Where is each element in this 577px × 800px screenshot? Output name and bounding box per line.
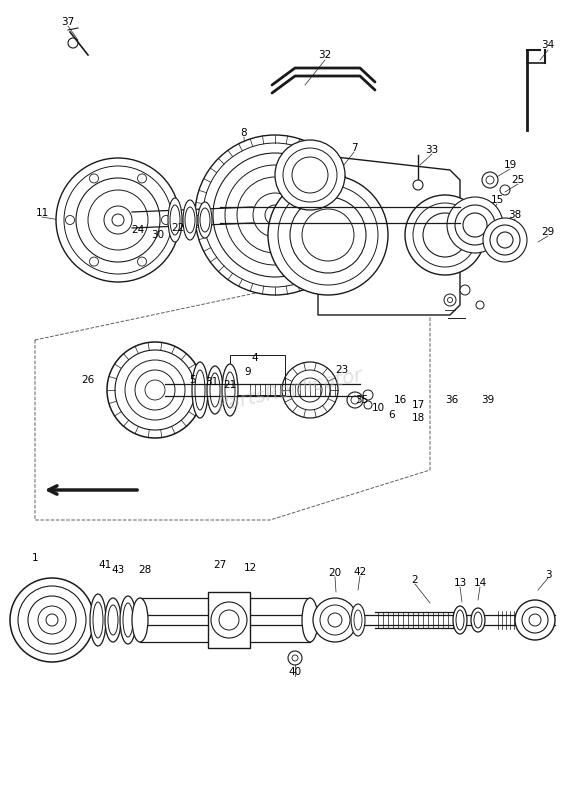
Text: 20: 20 [328, 568, 342, 578]
Text: 40: 40 [288, 667, 302, 677]
Circle shape [313, 598, 357, 642]
Text: 7: 7 [351, 143, 357, 153]
Circle shape [107, 342, 203, 438]
Circle shape [282, 362, 338, 418]
Text: 14: 14 [473, 578, 486, 588]
Text: 21: 21 [223, 380, 237, 390]
Text: 26: 26 [81, 375, 95, 385]
Circle shape [476, 301, 484, 309]
Bar [230, 355, 285, 395]
Text: 33: 33 [425, 145, 439, 155]
Ellipse shape [351, 604, 365, 636]
Circle shape [275, 140, 345, 210]
Text: 22: 22 [171, 223, 185, 233]
Ellipse shape [192, 362, 208, 418]
Text: 30: 30 [151, 230, 164, 240]
Ellipse shape [198, 202, 212, 238]
Text: 27: 27 [213, 560, 227, 570]
Text: 41: 41 [98, 560, 111, 570]
Text: 5: 5 [189, 375, 195, 385]
Text: 37: 37 [61, 17, 74, 27]
Circle shape [447, 197, 503, 253]
Text: 19: 19 [503, 160, 516, 170]
Circle shape [364, 401, 372, 409]
Text: 12: 12 [243, 563, 257, 573]
Text: 6: 6 [389, 410, 395, 420]
Text: 3: 3 [545, 570, 551, 580]
Text: 15: 15 [490, 195, 504, 205]
Text: 42: 42 [353, 567, 366, 577]
Text: 10: 10 [372, 403, 384, 413]
Circle shape [56, 158, 180, 282]
Circle shape [444, 294, 456, 306]
Circle shape [10, 578, 94, 662]
Circle shape [483, 218, 527, 262]
Ellipse shape [302, 598, 318, 642]
Ellipse shape [207, 366, 223, 414]
Text: 29: 29 [541, 227, 554, 237]
Text: 13: 13 [454, 578, 467, 588]
Circle shape [413, 180, 423, 190]
Ellipse shape [168, 198, 182, 242]
Ellipse shape [453, 606, 467, 634]
Text: PartsReplicator: PartsReplicator [215, 366, 365, 414]
Text: 23: 23 [335, 365, 349, 375]
Text: 16: 16 [394, 395, 407, 405]
Text: 8: 8 [241, 128, 248, 138]
Circle shape [288, 651, 302, 665]
Text: 11: 11 [35, 208, 48, 218]
Text: 2: 2 [411, 575, 418, 585]
Text: 36: 36 [445, 395, 459, 405]
Circle shape [497, 232, 513, 248]
Ellipse shape [132, 598, 148, 642]
Circle shape [463, 213, 487, 237]
Ellipse shape [105, 598, 121, 642]
Ellipse shape [90, 594, 106, 646]
Text: 25: 25 [511, 175, 524, 185]
Text: 43: 43 [111, 565, 125, 575]
Ellipse shape [222, 364, 238, 416]
Text: 9: 9 [245, 367, 252, 377]
Ellipse shape [471, 608, 485, 632]
Text: 35: 35 [355, 395, 369, 405]
Ellipse shape [120, 596, 136, 644]
Circle shape [515, 600, 555, 640]
Text: 17: 17 [411, 400, 425, 410]
Text: 24: 24 [132, 225, 145, 235]
Text: 1: 1 [32, 553, 38, 563]
Bar [208, 592, 250, 648]
Circle shape [363, 390, 373, 400]
Text: 38: 38 [508, 210, 522, 220]
Circle shape [195, 135, 355, 295]
Polygon shape [318, 155, 460, 315]
Circle shape [268, 175, 388, 295]
Circle shape [211, 602, 247, 638]
Text: 4: 4 [252, 353, 258, 363]
Text: 28: 28 [138, 565, 152, 575]
Circle shape [460, 285, 470, 295]
Circle shape [490, 225, 520, 255]
Ellipse shape [183, 200, 197, 240]
Text: 34: 34 [541, 40, 554, 50]
Circle shape [405, 195, 485, 275]
Circle shape [455, 205, 495, 245]
Circle shape [482, 172, 498, 188]
Circle shape [347, 392, 363, 408]
Text: 32: 32 [319, 50, 332, 60]
Text: 39: 39 [481, 395, 494, 405]
Text: 18: 18 [411, 413, 425, 423]
Text: 31: 31 [205, 377, 219, 387]
